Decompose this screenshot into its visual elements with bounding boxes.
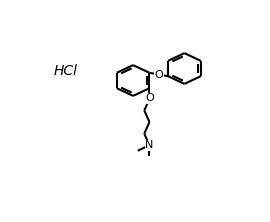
Text: O: O xyxy=(154,69,163,79)
Text: N: N xyxy=(145,140,154,150)
Text: HCl: HCl xyxy=(54,64,78,78)
Text: O: O xyxy=(145,93,154,103)
